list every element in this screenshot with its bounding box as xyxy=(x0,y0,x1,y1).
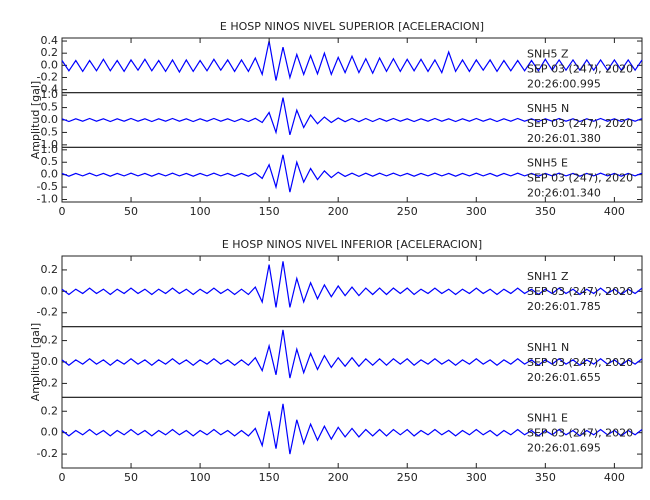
x-tick-label: 250 xyxy=(397,471,418,484)
y-axis-label: Amplitud [gal] xyxy=(29,323,42,401)
y-tick-label: -0.2 xyxy=(37,376,58,389)
waveform xyxy=(61,403,643,455)
date-label: SEP 03 (247), 2020 xyxy=(527,172,633,185)
x-tick-label: 400 xyxy=(604,471,625,484)
x-tick-label: 300 xyxy=(466,205,487,218)
date-label: SEP 03 (247), 2020 xyxy=(527,117,633,130)
x-tick-label: 250 xyxy=(397,205,418,218)
y-tick-label: 0.2 xyxy=(41,404,59,417)
x-tick-label: 400 xyxy=(604,205,625,218)
time-label: 20:26:01.785 xyxy=(527,300,601,313)
x-tick-label: 50 xyxy=(124,205,138,218)
y-tick-label: 1.0 xyxy=(41,88,59,101)
x-tick-label: 0 xyxy=(59,471,66,484)
station-label: SNH5 N xyxy=(527,102,569,115)
x-tick-label: 350 xyxy=(535,205,556,218)
x-tick-label: 300 xyxy=(466,471,487,484)
waveform xyxy=(61,154,643,193)
date-label: SEP 03 (247), 2020 xyxy=(527,356,633,369)
x-tick-label: 100 xyxy=(190,471,211,484)
y-tick-label: -0.5 xyxy=(37,125,58,138)
station-label: SNH1 E xyxy=(527,412,568,425)
y-tick-label: 0.4 xyxy=(41,34,59,47)
y-tick-label: 0.0 xyxy=(41,426,59,439)
y-tick-label: 0.2 xyxy=(41,334,59,347)
y-tick-label: 1.0 xyxy=(41,143,59,156)
y-tick-label: 0.0 xyxy=(41,355,59,368)
station-label: SNH5 E xyxy=(527,157,568,170)
time-label: 20:26:01.695 xyxy=(527,442,601,455)
y-tick-label: 0.0 xyxy=(41,58,59,71)
x-tick-label: 100 xyxy=(190,205,211,218)
y-tick-label: 0.5 xyxy=(41,155,59,168)
x-tick-label: 0 xyxy=(59,205,66,218)
chart-title: E HOSP NINOS NIVEL SUPERIOR [ACELERACION… xyxy=(220,20,484,33)
date-label: SEP 03 (247), 2020 xyxy=(527,285,633,298)
x-tick-label: 150 xyxy=(259,205,280,218)
chart-title: E HOSP NINOS NIVEL INFERIOR [ACELERACION… xyxy=(222,238,482,251)
date-label: SEP 03 (247), 2020 xyxy=(527,427,633,440)
station-label: SNH1 N xyxy=(527,341,569,354)
waveform xyxy=(61,97,643,136)
y-tick-label: 0.2 xyxy=(41,263,59,276)
y-tick-label: -0.4 xyxy=(37,83,58,96)
time-label: 20:26:01.380 xyxy=(527,132,601,145)
y-tick-label: 0.0 xyxy=(41,113,59,126)
x-tick-label: 150 xyxy=(259,471,280,484)
y-tick-label: -0.2 xyxy=(37,70,58,83)
station-label: SNH5 Z xyxy=(527,47,569,60)
y-tick-label: -0.2 xyxy=(37,306,58,319)
y-tick-label: 0.0 xyxy=(41,168,59,181)
time-label: 20:26:01.340 xyxy=(527,187,601,200)
waveform xyxy=(61,40,643,81)
time-label: 20:26:01.655 xyxy=(527,371,601,384)
y-tick-label: 0.0 xyxy=(41,284,59,297)
y-tick-label: -1.0 xyxy=(37,138,58,151)
y-axis-label: Amplitud [gal] xyxy=(29,81,42,159)
y-tick-label: -0.2 xyxy=(37,447,58,460)
y-tick-label: 0.2 xyxy=(41,46,59,59)
station-label: SNH1 Z xyxy=(527,270,569,283)
y-tick-label: 0.5 xyxy=(41,101,59,114)
waveform xyxy=(61,261,643,308)
x-tick-label: 350 xyxy=(535,471,556,484)
x-tick-label: 200 xyxy=(328,471,349,484)
date-label: SEP 03 (247), 2020 xyxy=(527,62,633,75)
x-tick-label: 50 xyxy=(124,471,138,484)
y-tick-label: -1.0 xyxy=(37,193,58,206)
waveform xyxy=(61,329,643,379)
x-tick-label: 200 xyxy=(328,205,349,218)
time-label: 20:26:00.995 xyxy=(527,77,601,90)
y-tick-label: -0.5 xyxy=(37,180,58,193)
